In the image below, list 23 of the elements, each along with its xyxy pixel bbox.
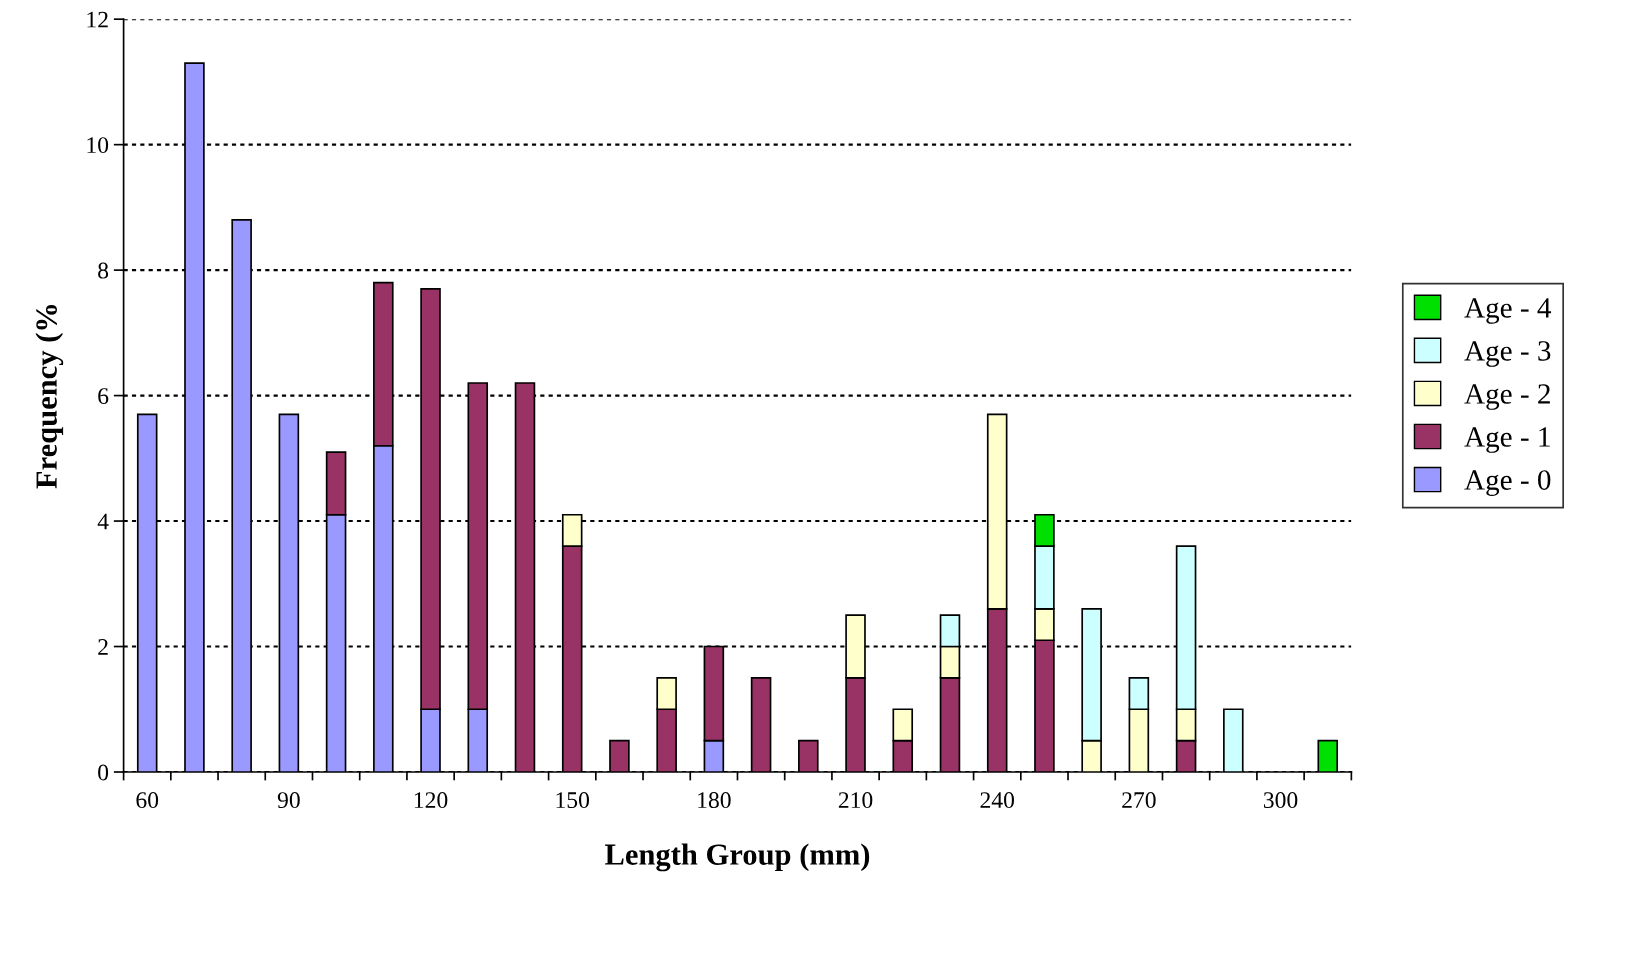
- y-tick-label: 4: [97, 513, 109, 530]
- x-axis-title: Length Group (mm): [605, 843, 870, 872]
- x-tick-label: 90: [277, 792, 300, 809]
- legend-label: Age - 2: [1464, 384, 1550, 410]
- y-tick-label: 12: [87, 11, 108, 28]
- y-tick-label: 6: [98, 388, 109, 405]
- legend-label: Age - 1: [1464, 427, 1550, 453]
- y-tick-label: 2: [98, 639, 108, 655]
- x-tick-label: 180: [698, 792, 731, 809]
- legend-label: Age - 4: [1464, 298, 1552, 324]
- x-tick-label: 240: [980, 792, 1015, 809]
- y-tick-label: 10: [87, 137, 109, 154]
- legend-label: Age - 3: [1464, 341, 1551, 367]
- x-tick-label: 270: [1122, 792, 1156, 809]
- x-tick-label: 60: [136, 792, 159, 809]
- y-axis-title: Frequency (%: [35, 304, 64, 489]
- y-tick-label: 8: [98, 262, 109, 279]
- x-tick-label: 210: [838, 792, 873, 809]
- x-tick-label: 120: [414, 792, 448, 809]
- y-tick-label: 0: [98, 764, 109, 781]
- x-tick-label: 300: [1263, 792, 1298, 809]
- x-tick-label: 150: [556, 792, 590, 809]
- legend-label: Age - 0: [1464, 470, 1551, 496]
